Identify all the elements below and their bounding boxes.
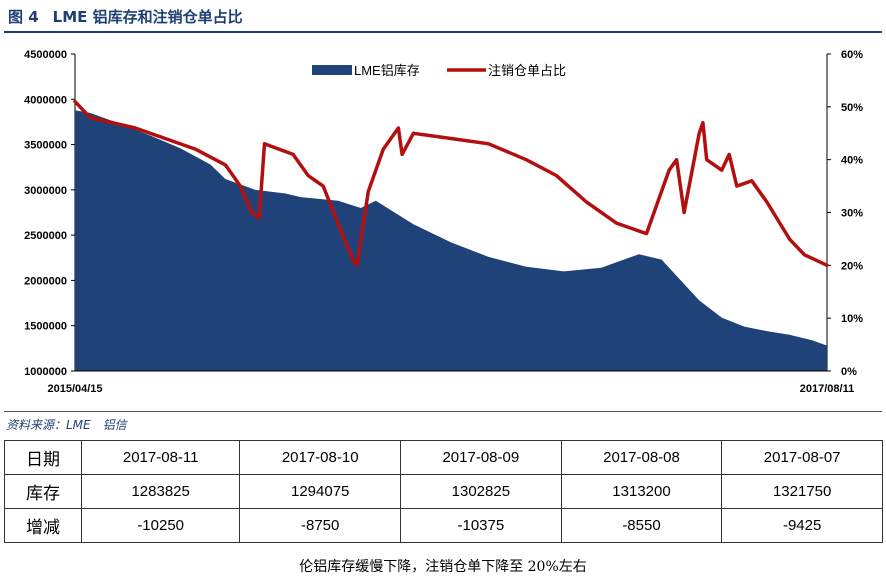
right-y-axis: 60% 50% 40% 30% 20% 10% 0% bbox=[826, 49, 863, 378]
figure-title-text: LME 铝库存和注销仓单占比 bbox=[52, 8, 243, 26]
x-tick-label-start: 2015/04/15 bbox=[47, 383, 102, 395]
right-tick-label: 50% bbox=[841, 102, 863, 114]
table-cell: -10375 bbox=[400, 508, 562, 543]
left-y-axis: 4500000 4000000 3500000 3000000 2500000 20000… bbox=[24, 49, 76, 378]
table-cell: 1283825 bbox=[80, 474, 241, 509]
right-tick-label: 10% bbox=[841, 313, 863, 325]
inventory-chart: 4500000 4000000 3500000 3000000 2500000 20000… bbox=[24, 49, 863, 395]
table-cell: -8550 bbox=[560, 508, 723, 543]
x-tick-label-end: 2017/08/11 bbox=[800, 383, 854, 395]
left-tick-label: 1500000 bbox=[24, 321, 67, 333]
row-header-dates: 日期 bbox=[4, 440, 82, 475]
title-rule bbox=[4, 31, 882, 33]
table-cell: -10250 bbox=[80, 508, 241, 543]
table-cell: 1302825 bbox=[400, 474, 562, 509]
left-tick-label: 4500000 bbox=[24, 49, 67, 61]
legend-swatch-inventory bbox=[312, 65, 352, 75]
left-tick-label: 3500000 bbox=[24, 140, 67, 152]
row-header-change: 增减 bbox=[4, 508, 82, 543]
table-cell: -9425 bbox=[721, 508, 883, 543]
table-cell: 2017-08-07 bbox=[721, 440, 883, 475]
legend-label-ratio: 注销仓单占比 bbox=[488, 63, 566, 78]
x-axis: 2015/04/15 2017/08/11 bbox=[47, 370, 854, 395]
table-row-change: 增减 -10250 -8750 -10375 -8550 -9425 bbox=[4, 508, 883, 543]
table-row-stock: 库存 1283825 1294075 1302825 1313200 13217… bbox=[4, 474, 883, 509]
figure-title: 图 4 LME 铝库存和注销仓单占比 bbox=[8, 6, 243, 27]
legend: LME铝库存 注销仓单占比 bbox=[312, 63, 566, 78]
right-tick-label: 0% bbox=[841, 366, 857, 378]
inventory-table: 日期 2017-08-11 2017-08-10 2017-08-09 2017… bbox=[4, 440, 883, 543]
plot-area bbox=[73, 99, 829, 371]
table-cell: 1294075 bbox=[239, 474, 402, 509]
table-cell: 2017-08-10 bbox=[239, 440, 402, 475]
right-tick-label: 30% bbox=[841, 208, 863, 220]
right-tick-label: 60% bbox=[841, 49, 863, 61]
table-cell: -8750 bbox=[239, 508, 402, 543]
right-tick-label: 20% bbox=[841, 260, 863, 272]
table-cell: 1313200 bbox=[560, 474, 723, 509]
left-tick-label: 4000000 bbox=[24, 94, 67, 106]
table-cell: 2017-08-08 bbox=[560, 440, 723, 475]
right-tick-label: 40% bbox=[841, 155, 863, 167]
cancelled-warrant-ratio-line bbox=[73, 99, 829, 268]
inventory-area bbox=[75, 110, 827, 371]
source-note: 资料来源：LME 铝信 bbox=[6, 418, 127, 432]
table-cell: 2017-08-09 bbox=[400, 440, 562, 475]
left-tick-label: 2500000 bbox=[24, 230, 67, 242]
table-row-dates: 日期 2017-08-11 2017-08-10 2017-08-09 2017… bbox=[4, 440, 883, 475]
table-cell: 1321750 bbox=[721, 474, 883, 509]
chart-bottom-rule bbox=[4, 411, 882, 412]
figure-number: 图 4 bbox=[8, 8, 39, 26]
left-tick-label: 3000000 bbox=[24, 185, 67, 197]
table-cell: 2017-08-11 bbox=[80, 440, 241, 475]
row-header-stock: 库存 bbox=[4, 474, 82, 509]
left-tick-label: 2000000 bbox=[24, 275, 67, 287]
legend-label-inventory: LME铝库存 bbox=[354, 63, 420, 78]
figure-caption: 伦铝库存缓慢下降，注销仓单下降至 20%左右 bbox=[299, 559, 587, 575]
left-tick-label: 1000000 bbox=[24, 366, 67, 378]
